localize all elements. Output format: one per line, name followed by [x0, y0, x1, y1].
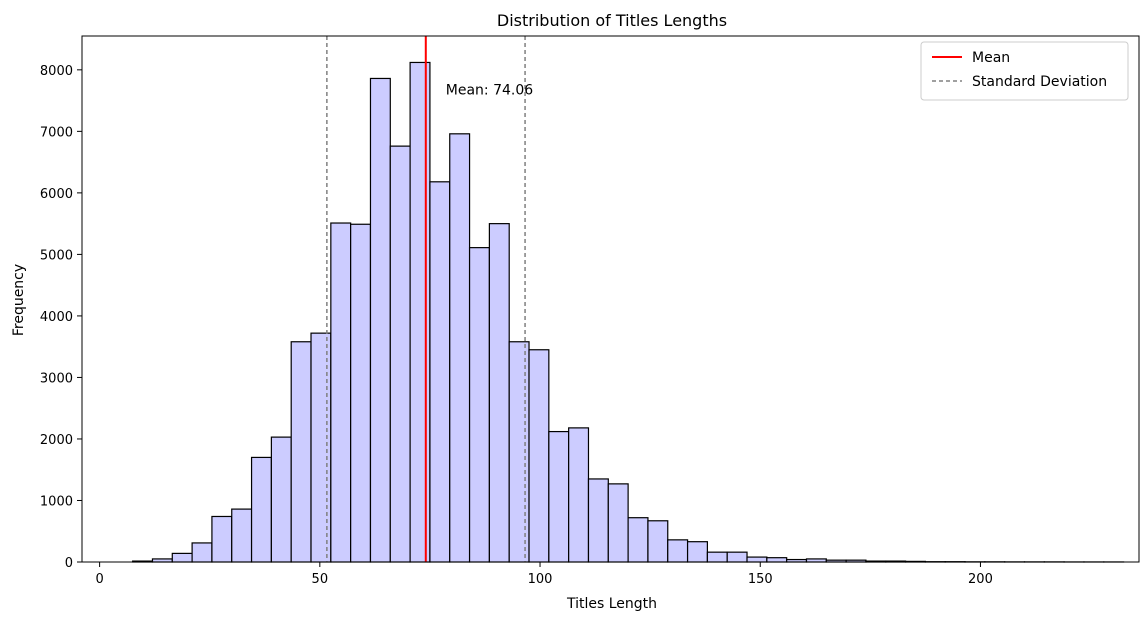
mean-annotation: Mean: 74.06 — [446, 83, 533, 99]
histogram-bar — [172, 553, 192, 562]
x-tick-label: 50 — [312, 572, 329, 587]
y-tick-label: 6000 — [40, 187, 73, 202]
histogram-bar — [668, 540, 688, 562]
histogram-bar — [727, 552, 747, 562]
histogram-bar — [450, 134, 470, 562]
histogram-bar — [628, 518, 648, 562]
histogram-bar — [707, 552, 727, 562]
histogram-bar — [390, 146, 410, 562]
y-tick-label: 0 — [65, 556, 73, 571]
y-tick-label: 1000 — [40, 494, 73, 509]
y-tick-label: 8000 — [40, 64, 73, 79]
y-tick-label: 2000 — [40, 433, 73, 448]
histogram-bar — [212, 516, 232, 562]
y-tick-label: 3000 — [40, 371, 73, 386]
bars-group — [133, 62, 1124, 562]
histogram-bar — [509, 342, 529, 562]
histogram-bar — [252, 457, 272, 562]
x-axis-label: Titles Length — [566, 596, 657, 612]
legend-std-label: Standard Deviation — [972, 74, 1107, 90]
y-tick-label: 7000 — [40, 125, 73, 140]
x-tick-label: 100 — [528, 572, 553, 587]
histogram-bar — [430, 182, 450, 562]
plot-frame — [82, 36, 1139, 562]
x-tick-label: 0 — [95, 572, 103, 587]
histogram-bar — [232, 509, 252, 562]
histogram-bar — [747, 557, 767, 562]
histogram-bar — [370, 78, 390, 562]
x-tick-label: 150 — [748, 572, 773, 587]
y-tick-label: 4000 — [40, 310, 73, 325]
histogram-bar — [648, 521, 668, 562]
legend-box — [921, 42, 1128, 100]
histogram-bar — [529, 350, 549, 562]
histogram-bar — [489, 224, 509, 562]
histogram-bar — [351, 224, 371, 562]
histogram-bar — [588, 479, 608, 562]
histogram-bar — [608, 484, 628, 562]
histogram-bar — [331, 223, 351, 562]
histogram-bar — [767, 558, 787, 562]
histogram-bar — [410, 62, 430, 562]
legend: Mean Standard Deviation — [921, 42, 1128, 100]
y-tick-label: 5000 — [40, 248, 73, 263]
histogram-bar — [549, 432, 569, 562]
legend-mean-label: Mean — [972, 50, 1010, 66]
histogram-bar — [470, 248, 490, 562]
y-axis-label: Frequency — [11, 264, 27, 336]
chart-title: Distribution of Titles Lengths — [497, 11, 727, 30]
x-tick-label: 200 — [968, 572, 993, 587]
histogram-bar — [192, 543, 212, 562]
histogram-bar — [688, 542, 708, 562]
histogram-bar — [271, 437, 291, 562]
histogram-bar — [569, 428, 589, 562]
histogram-bar — [291, 342, 311, 562]
histogram-bar — [311, 333, 331, 562]
